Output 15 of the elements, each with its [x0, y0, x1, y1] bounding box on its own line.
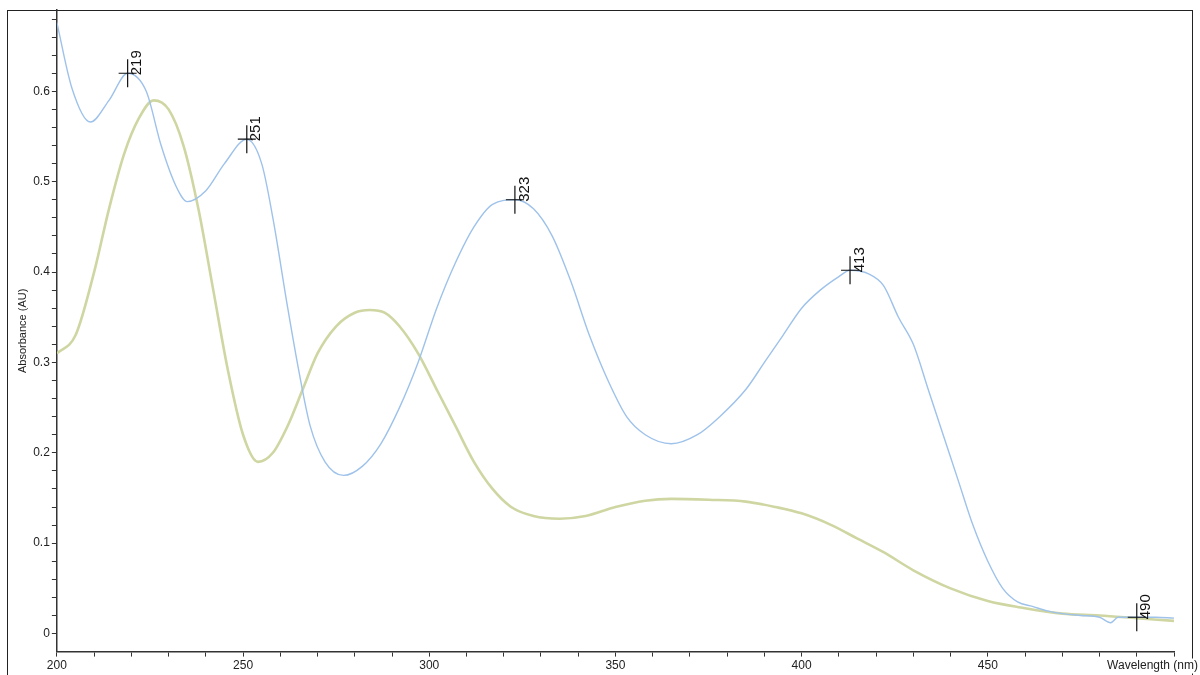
- x-tick-label: 350: [605, 658, 626, 673]
- y-axis-title: Absorbance (AU): [15, 288, 28, 373]
- y-tick-label: 0.4: [33, 264, 51, 279]
- y-tick-label: 0.2: [33, 445, 51, 460]
- y-tick-label: 0: [43, 625, 51, 640]
- y-tick-label: 0.1: [33, 535, 51, 550]
- y-tick-label: 0.3: [33, 354, 51, 369]
- x-tick-label: 450: [977, 658, 999, 673]
- x-axis-title: Wavelength (nm): [1107, 657, 1198, 672]
- y-tick-label: 0.5: [33, 174, 51, 189]
- x-tick-label: 300: [419, 658, 440, 673]
- y-tick-label: 0.6: [33, 83, 51, 98]
- x-tick-label: 400: [791, 658, 812, 673]
- x-tick-label: 250: [233, 658, 254, 673]
- x-tick-label: 200: [46, 658, 68, 673]
